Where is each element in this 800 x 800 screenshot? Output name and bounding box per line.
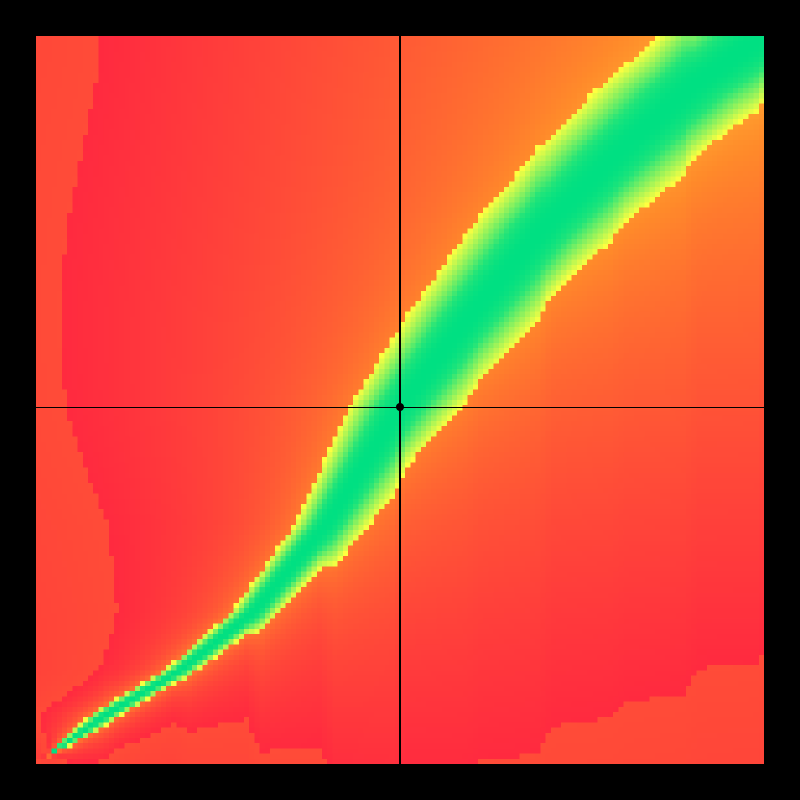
marker-point	[396, 403, 404, 411]
crosshair-vertical	[399, 36, 400, 764]
heatmap-canvas-wrap	[36, 36, 764, 764]
